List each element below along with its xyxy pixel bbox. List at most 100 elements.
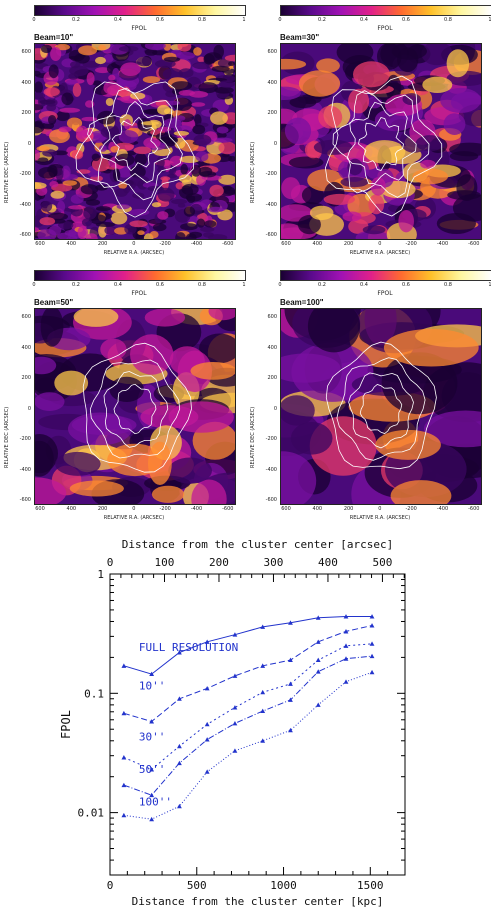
fpol-map-image bbox=[280, 43, 482, 240]
map-xtick: 600 bbox=[281, 241, 291, 247]
x-tick-label: 0 bbox=[107, 879, 114, 892]
map-ytick: 600 bbox=[267, 49, 277, 55]
colorbar-tick: 0.4 bbox=[114, 282, 122, 288]
x-tick-label: 1500 bbox=[357, 879, 384, 892]
data-point bbox=[288, 620, 293, 625]
colorbar bbox=[280, 5, 491, 16]
map-panel-3: 0 0.2 0.4 0.6 0.8 1 FPOL Beam=50" 600 400 200 0 -200… bbox=[4, 270, 254, 530]
data-point bbox=[121, 812, 127, 818]
map-xtick: 200 bbox=[97, 241, 108, 247]
map-xtick: -400 bbox=[436, 506, 449, 512]
map-xtick: 600 bbox=[281, 506, 291, 512]
data-point bbox=[204, 639, 210, 644]
colorbar-tick: 0.4 bbox=[114, 17, 122, 23]
data-point bbox=[149, 671, 155, 677]
data-point bbox=[232, 705, 238, 710]
data-point bbox=[315, 702, 321, 707]
data-point bbox=[204, 721, 210, 727]
data-point bbox=[204, 685, 210, 691]
colorbar-tick: 0.6 bbox=[156, 282, 164, 288]
map-xtick: -400 bbox=[190, 506, 203, 512]
series-line bbox=[123, 625, 373, 723]
colorbar-tick: 0.2 bbox=[72, 17, 80, 23]
data-point bbox=[288, 697, 293, 702]
colorbar-tick: 0 bbox=[32, 17, 36, 23]
map-xtick: 200 bbox=[97, 506, 108, 512]
beam-label: Beam=30" bbox=[280, 33, 320, 42]
map-xlabel: RELATIVE R.A. (ARCSEC) bbox=[103, 515, 165, 521]
colorbar-tick: 0.6 bbox=[402, 17, 410, 23]
map-panel-4: 0 0.2 0.4 0.6 0.8 1 FPOL Beam=100" 600 400 200 0 -20… bbox=[250, 270, 491, 530]
data-point bbox=[177, 743, 182, 749]
map-ytick: -400 bbox=[19, 201, 31, 208]
x2-tick-label: 300 bbox=[264, 556, 284, 569]
colorbar-label: FPOL bbox=[377, 25, 393, 32]
series-label: 10'' bbox=[139, 679, 166, 692]
colorbar-tick: 0.4 bbox=[360, 17, 368, 23]
series-line bbox=[123, 671, 373, 820]
map-xlabel: RELATIVE R.A. (ARCSEC) bbox=[103, 250, 165, 256]
data-point bbox=[121, 782, 127, 788]
data-point bbox=[260, 738, 266, 743]
map-ytick: 200 bbox=[21, 375, 31, 381]
map-ytick: 400 bbox=[21, 344, 31, 351]
map-ylabel: RELATIVE DEC (ARCSEC) bbox=[250, 141, 256, 203]
data-point bbox=[232, 673, 238, 678]
map-ylabel: RELATIVE DEC (ARCSEC) bbox=[4, 141, 10, 203]
map-ytick: 600 bbox=[21, 49, 31, 55]
data-point bbox=[149, 719, 155, 724]
data-point bbox=[232, 720, 238, 726]
beam-label: Beam=50" bbox=[34, 298, 74, 307]
x2-tick-label: 100 bbox=[155, 556, 175, 569]
colorbar-tick: 1 bbox=[488, 282, 491, 288]
data-point bbox=[149, 767, 155, 772]
colorbar-tick: 0 bbox=[278, 282, 282, 288]
map-xtick: -600 bbox=[468, 241, 480, 247]
colorbar-tick: 0.6 bbox=[402, 282, 410, 288]
colorbar-tick: 0 bbox=[278, 17, 282, 23]
data-point bbox=[288, 657, 293, 663]
colorbar-tick: 0.8 bbox=[198, 17, 206, 23]
colorbar bbox=[280, 270, 491, 281]
x-axis-label: Distance from the cluster center [kpc] bbox=[132, 895, 384, 908]
data-point bbox=[260, 624, 266, 629]
map-xtick: 0 bbox=[378, 241, 382, 247]
map-ytick: 200 bbox=[21, 110, 31, 116]
beam-label: Beam=100" bbox=[280, 298, 324, 307]
colorbar-tick: 0 bbox=[32, 282, 36, 288]
data-point bbox=[288, 681, 293, 686]
colorbar-tick: 0.2 bbox=[72, 282, 80, 288]
map-xtick: 0 bbox=[378, 506, 382, 512]
series-label: 50'' bbox=[139, 763, 166, 776]
colorbar-label: FPOL bbox=[131, 290, 147, 297]
colorbar-tick: 1 bbox=[488, 17, 491, 23]
series-line bbox=[123, 655, 373, 796]
x2-tick-label: 400 bbox=[318, 556, 338, 569]
map-xtick: -200 bbox=[405, 506, 417, 512]
map-ytick: 400 bbox=[21, 79, 31, 86]
colorbar-tick: 1 bbox=[242, 17, 246, 23]
colorbar bbox=[34, 270, 246, 281]
map-ytick: -200 bbox=[19, 436, 31, 442]
series-label: 100'' bbox=[139, 795, 172, 808]
map-ytick: -200 bbox=[265, 171, 277, 177]
map-ylabel: RELATIVE DEC (ARCSEC) bbox=[250, 406, 256, 468]
map-xtick: -200 bbox=[159, 506, 171, 512]
map-xtick: 400 bbox=[66, 241, 77, 247]
map-xtick: 600 bbox=[35, 506, 45, 512]
map-ytick: -400 bbox=[19, 466, 31, 473]
map-xlabel: RELATIVE R.A. (ARCSEC) bbox=[349, 515, 411, 521]
data-point bbox=[177, 650, 182, 655]
data-point bbox=[260, 689, 266, 695]
series-label: FULL RESOLUTION bbox=[139, 641, 238, 654]
map-ytick: 0 bbox=[273, 405, 277, 412]
map-xtick: 0 bbox=[132, 241, 136, 247]
y-tick-label: 1 bbox=[97, 568, 104, 581]
map-xtick: 0 bbox=[132, 506, 136, 512]
map-ylabel: RELATIVE DEC (ARCSEC) bbox=[4, 406, 10, 468]
x2-tick-label: 500 bbox=[373, 556, 393, 569]
colorbar-tick: 0.8 bbox=[198, 282, 206, 288]
x2-tick-label: 200 bbox=[209, 556, 229, 569]
map-ytick: 400 bbox=[267, 79, 277, 86]
